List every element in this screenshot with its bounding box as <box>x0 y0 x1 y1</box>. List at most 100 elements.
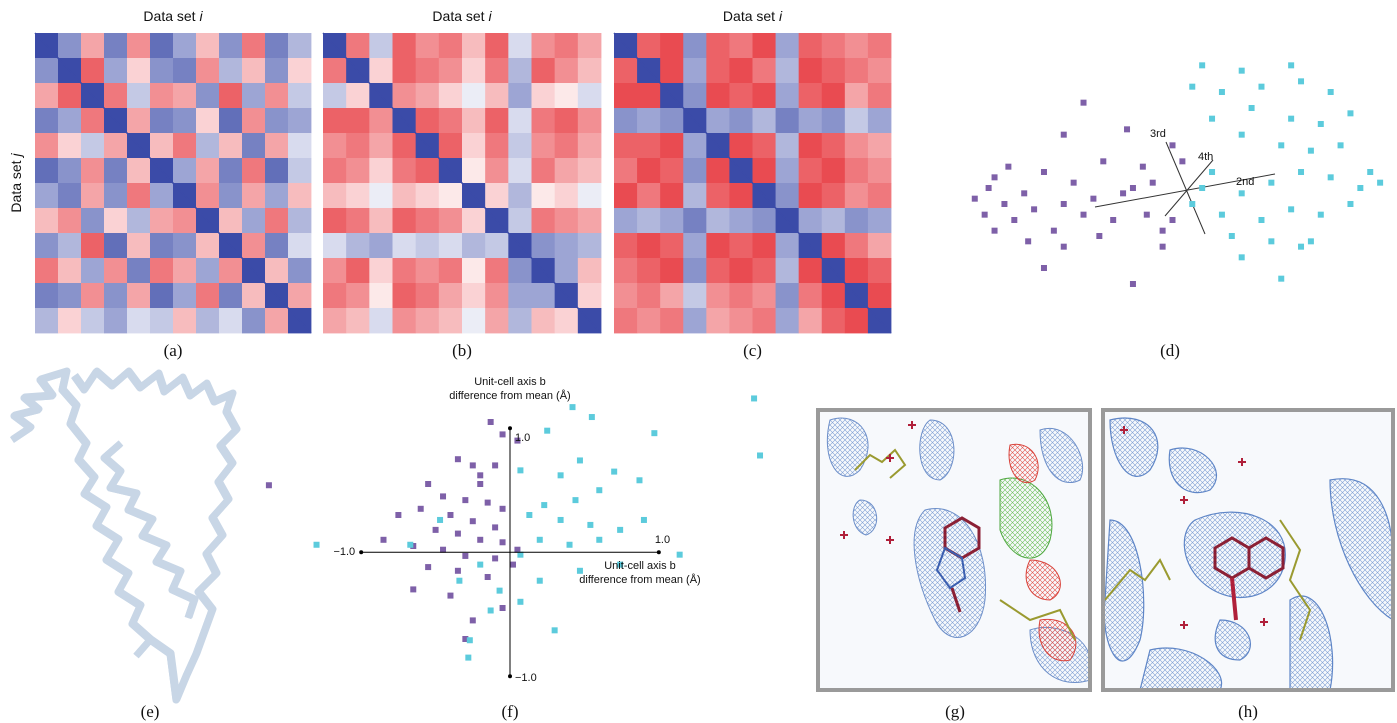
heatmap-cell <box>845 108 868 133</box>
point <box>1239 190 1245 196</box>
heatmap-cell <box>532 233 556 258</box>
heatmap-cell <box>439 133 463 158</box>
heatmap-cell <box>81 158 104 183</box>
point <box>1249 105 1255 111</box>
heatmap-cell <box>104 258 127 283</box>
heatmap-cell <box>150 33 173 58</box>
heatmap-cell <box>729 308 752 333</box>
heatmap-cell <box>822 183 845 208</box>
heatmap-cell <box>81 183 104 208</box>
point <box>517 467 523 473</box>
heatmap-cell <box>485 83 509 108</box>
heatmap-cell <box>555 58 579 83</box>
point <box>477 537 483 543</box>
heatmap-cell <box>706 58 729 83</box>
heatmap-cell <box>578 258 602 283</box>
heatmap-cell <box>439 283 463 308</box>
title-text: Data set <box>723 8 775 24</box>
heatmap-cell <box>555 258 579 283</box>
point <box>1377 180 1383 186</box>
heatmap-cell <box>127 208 150 233</box>
heatmap-cell <box>219 283 242 308</box>
heatmap-cell <box>219 183 242 208</box>
heatmap-ylabel: Data set j <box>8 153 24 213</box>
heatmap-cell <box>35 183 58 208</box>
heatmap-cell <box>150 183 173 208</box>
heatmap-cell <box>845 83 868 108</box>
heatmap-cell <box>35 308 58 333</box>
heatmap-cell <box>660 258 683 283</box>
heatmap-cell <box>173 233 196 258</box>
point <box>500 506 506 512</box>
heatmap-cell <box>242 108 265 133</box>
heatmap-cell <box>485 33 509 58</box>
heatmap-cell <box>637 233 660 258</box>
heatmap-cell <box>706 283 729 308</box>
heatmap-cell <box>288 183 311 208</box>
heatmap-cell <box>555 33 579 58</box>
heatmap-cell <box>346 308 370 333</box>
heatmap-cell <box>868 208 891 233</box>
heatmap-cell <box>845 33 868 58</box>
heatmap-cell <box>508 108 532 133</box>
heatmap-cell <box>288 283 311 308</box>
heatmap-cell <box>706 233 729 258</box>
heatmap-cell <box>776 108 799 133</box>
point <box>1081 212 1087 218</box>
heatmap-cell <box>868 183 891 208</box>
heatmap-cell <box>729 208 752 233</box>
panel-label: (a) <box>164 341 183 360</box>
heatmap-cell <box>462 258 486 283</box>
point <box>1288 116 1294 122</box>
axis-label: 4th <box>1198 151 1213 163</box>
heatmap-cell <box>868 58 891 83</box>
heatmap-cell <box>150 308 173 333</box>
heatmap-cell <box>683 183 706 208</box>
heatmap-cell <box>346 208 370 233</box>
heatmap-cell <box>868 258 891 283</box>
heatmap-cell <box>729 33 752 58</box>
heatmap-cell <box>196 233 219 258</box>
heatmap-cell <box>799 283 822 308</box>
heatmap-cell <box>173 108 196 133</box>
heatmap-cell <box>150 83 173 108</box>
heatmap-cell <box>242 133 265 158</box>
point <box>1100 158 1106 164</box>
point <box>1005 164 1011 170</box>
heatmap-cell <box>614 258 637 283</box>
heatmap-cell <box>439 233 463 258</box>
heatmap-cell <box>104 183 127 208</box>
point <box>570 404 576 410</box>
point <box>1051 228 1057 234</box>
heatmap-cell <box>799 183 822 208</box>
heatmap-cell <box>508 33 532 58</box>
heatmap-cell <box>637 183 660 208</box>
point <box>617 527 623 533</box>
heatmap-cell <box>288 158 311 183</box>
heatmap-cell <box>416 108 440 133</box>
point <box>537 578 543 584</box>
heatmap-cell <box>753 233 776 258</box>
heatmap-cell <box>578 158 602 183</box>
heatmap-cell <box>369 183 393 208</box>
heatmap-cell <box>242 183 265 208</box>
heatmap-cell <box>173 58 196 83</box>
heatmap-cell <box>346 233 370 258</box>
point <box>1268 238 1274 244</box>
heatmap-cell <box>323 258 347 283</box>
heatmap-cell <box>58 83 81 108</box>
heatmap-cell <box>462 308 486 333</box>
heatmap-cell <box>776 158 799 183</box>
point <box>1278 276 1284 282</box>
heatmap-cell <box>35 108 58 133</box>
point <box>1209 116 1215 122</box>
point <box>651 430 657 436</box>
heatmap-cell <box>729 233 752 258</box>
heatmap-cell <box>485 283 509 308</box>
heatmap-cell <box>416 158 440 183</box>
heatmap-cell <box>637 283 660 308</box>
point <box>1189 201 1195 207</box>
heatmap-cell <box>196 258 219 283</box>
heatmap-cell <box>485 58 509 83</box>
heatmap-cell <box>868 233 891 258</box>
